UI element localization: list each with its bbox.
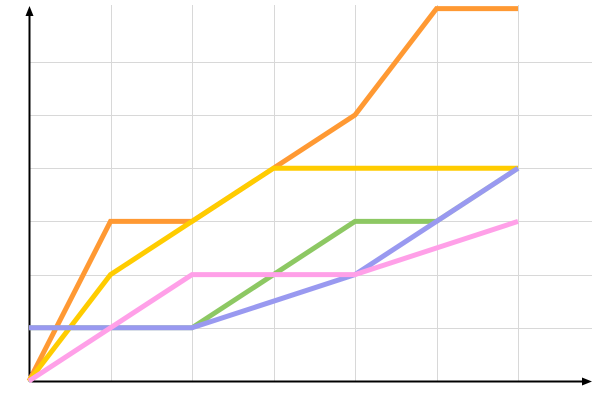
- series-line-orange: [26, 6, 518, 383]
- series-line-violet: [29, 166, 520, 331]
- chart-axes: [25, 6, 592, 386]
- data-series-group: [26, 6, 520, 384]
- y-axis-arrow-icon: [25, 6, 34, 16]
- series-line-green: [29, 166, 520, 331]
- series-line-pink: [27, 219, 519, 384]
- vertical-gridlines: [111, 5, 519, 381]
- x-axis-arrow-icon: [582, 377, 592, 386]
